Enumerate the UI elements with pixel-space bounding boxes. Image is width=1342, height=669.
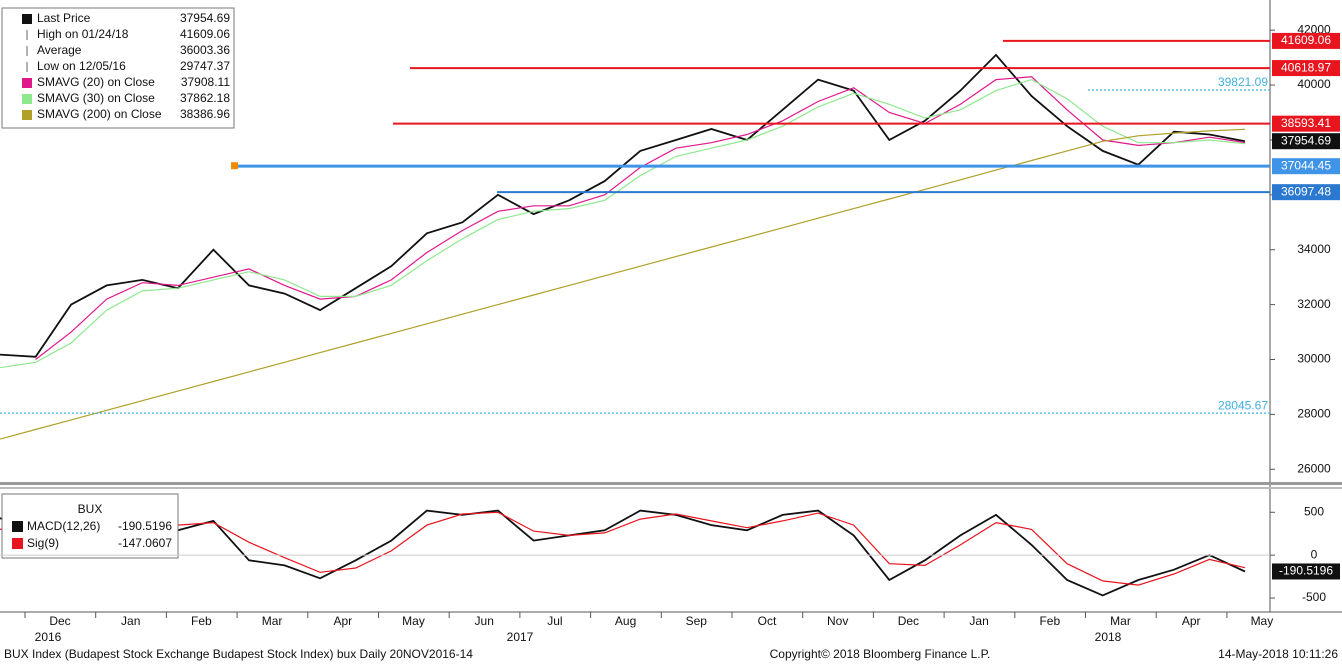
series-line xyxy=(0,504,1246,586)
level-label-box xyxy=(1272,32,1340,49)
year-label: 2018 xyxy=(1095,630,1122,644)
y-tick-label: 500 xyxy=(1304,504,1324,518)
level-label-box xyxy=(1272,60,1340,77)
legend-value: 37862.18 xyxy=(180,91,230,105)
legend-value: 38386.96 xyxy=(180,107,230,121)
footer-center: Copyright© 2018 Bloomberg Finance L.P. xyxy=(770,647,991,661)
last-price-label: 37954.69 xyxy=(1281,133,1331,147)
x-tick-label: Dec xyxy=(49,614,70,628)
y-tick-label: 0 xyxy=(1311,547,1318,561)
footer-left: BUX Index (Budapest Stock Exchange Budap… xyxy=(4,647,473,661)
panel-separator xyxy=(0,482,1342,485)
x-tick-label: Jul xyxy=(547,614,562,628)
legend-label: Low on 12/05/16 xyxy=(37,59,126,73)
legend-label: Sig(9) xyxy=(27,536,59,550)
x-tick-label: Feb xyxy=(1039,614,1060,628)
dotted-level-label: 39821.09 xyxy=(1218,75,1268,89)
x-tick-label: Dec xyxy=(898,614,919,628)
macd-last-box xyxy=(1272,563,1340,580)
legend-label: Last Price xyxy=(37,11,91,25)
macd-last-label: -190.5196 xyxy=(1279,564,1333,578)
x-tick-label: Mar xyxy=(262,614,283,628)
level-label: 38593.41 xyxy=(1281,116,1331,130)
legend-swatch xyxy=(22,78,32,88)
x-tick-label: Jun xyxy=(475,614,494,628)
legend-label: MACD(12,26) xyxy=(27,519,100,533)
level-marker xyxy=(231,162,238,170)
level-label: 37044.45 xyxy=(1281,158,1331,172)
y-tick-label: -500 xyxy=(1302,590,1326,604)
legend-box xyxy=(1,7,235,129)
x-tick-label: May xyxy=(402,614,425,628)
x-tick-label: Jan xyxy=(121,614,140,628)
x-tick-label: Nov xyxy=(827,614,848,628)
y-tick-label: 34000 xyxy=(1297,242,1331,256)
legend-label: SMAVG (30) on Close xyxy=(37,91,155,105)
legend-label: SMAVG (200) on Close xyxy=(37,107,162,121)
y-tick-label: 42000 xyxy=(1297,22,1331,36)
level-label: 40618.97 xyxy=(1281,60,1331,74)
level-label: 36097.48 xyxy=(1281,184,1331,198)
legend-swatch xyxy=(12,538,23,549)
legend-value: 36003.36 xyxy=(180,43,230,57)
level-label: 41609.06 xyxy=(1281,33,1331,47)
y-tick-label: 26000 xyxy=(1297,461,1331,475)
y-tick-label: 32000 xyxy=(1297,297,1331,311)
y-tick-label: 30000 xyxy=(1297,352,1331,366)
legend-value: -190.5196 xyxy=(118,519,172,533)
legend-value: 29747.37 xyxy=(180,59,230,73)
x-tick-label: Apr xyxy=(1182,614,1201,628)
series-line xyxy=(0,78,1246,369)
legend-label: Average xyxy=(37,43,82,57)
level-label-box xyxy=(1272,158,1340,175)
x-tick-label: Feb xyxy=(191,614,212,628)
x-tick-label: Mar xyxy=(1110,614,1131,628)
x-tick-label: Apr xyxy=(333,614,352,628)
panel-title: BUX xyxy=(78,502,103,516)
y-tick-label: 40000 xyxy=(1297,77,1331,91)
x-tick-label: May xyxy=(1251,614,1274,628)
legend-box xyxy=(1,493,179,559)
last-price-box xyxy=(1272,133,1340,150)
x-tick-label: Jan xyxy=(969,614,988,628)
footer-right: 14-May-2018 10:11:26 xyxy=(1218,647,1338,661)
year-label: 2017 xyxy=(507,630,534,644)
dotted-level-label: 28045.67 xyxy=(1218,398,1268,412)
legend-label: SMAVG (20) on Close xyxy=(37,75,155,89)
y-tick-label: 28000 xyxy=(1297,407,1331,421)
legend-value: 37908.11 xyxy=(181,75,230,89)
legend-swatch xyxy=(22,94,32,104)
legend-value: 41609.06 xyxy=(180,27,230,41)
legend-swatch xyxy=(12,521,23,532)
year-label: 2016 xyxy=(35,630,62,644)
series-line xyxy=(0,128,1246,440)
level-label-box xyxy=(1272,184,1340,201)
legend-value: 37954.69 xyxy=(180,11,230,25)
level-label-box xyxy=(1272,115,1340,132)
x-tick-label: Aug xyxy=(615,614,636,628)
legend-swatch xyxy=(22,110,32,120)
legend-swatch xyxy=(22,14,32,24)
legend-label: High on 01/24/18 xyxy=(37,27,129,41)
x-tick-label: Sep xyxy=(686,614,708,628)
panel-separator xyxy=(0,487,1342,489)
legend-value: -147.0607 xyxy=(118,536,172,550)
x-tick-label: Oct xyxy=(758,614,777,628)
